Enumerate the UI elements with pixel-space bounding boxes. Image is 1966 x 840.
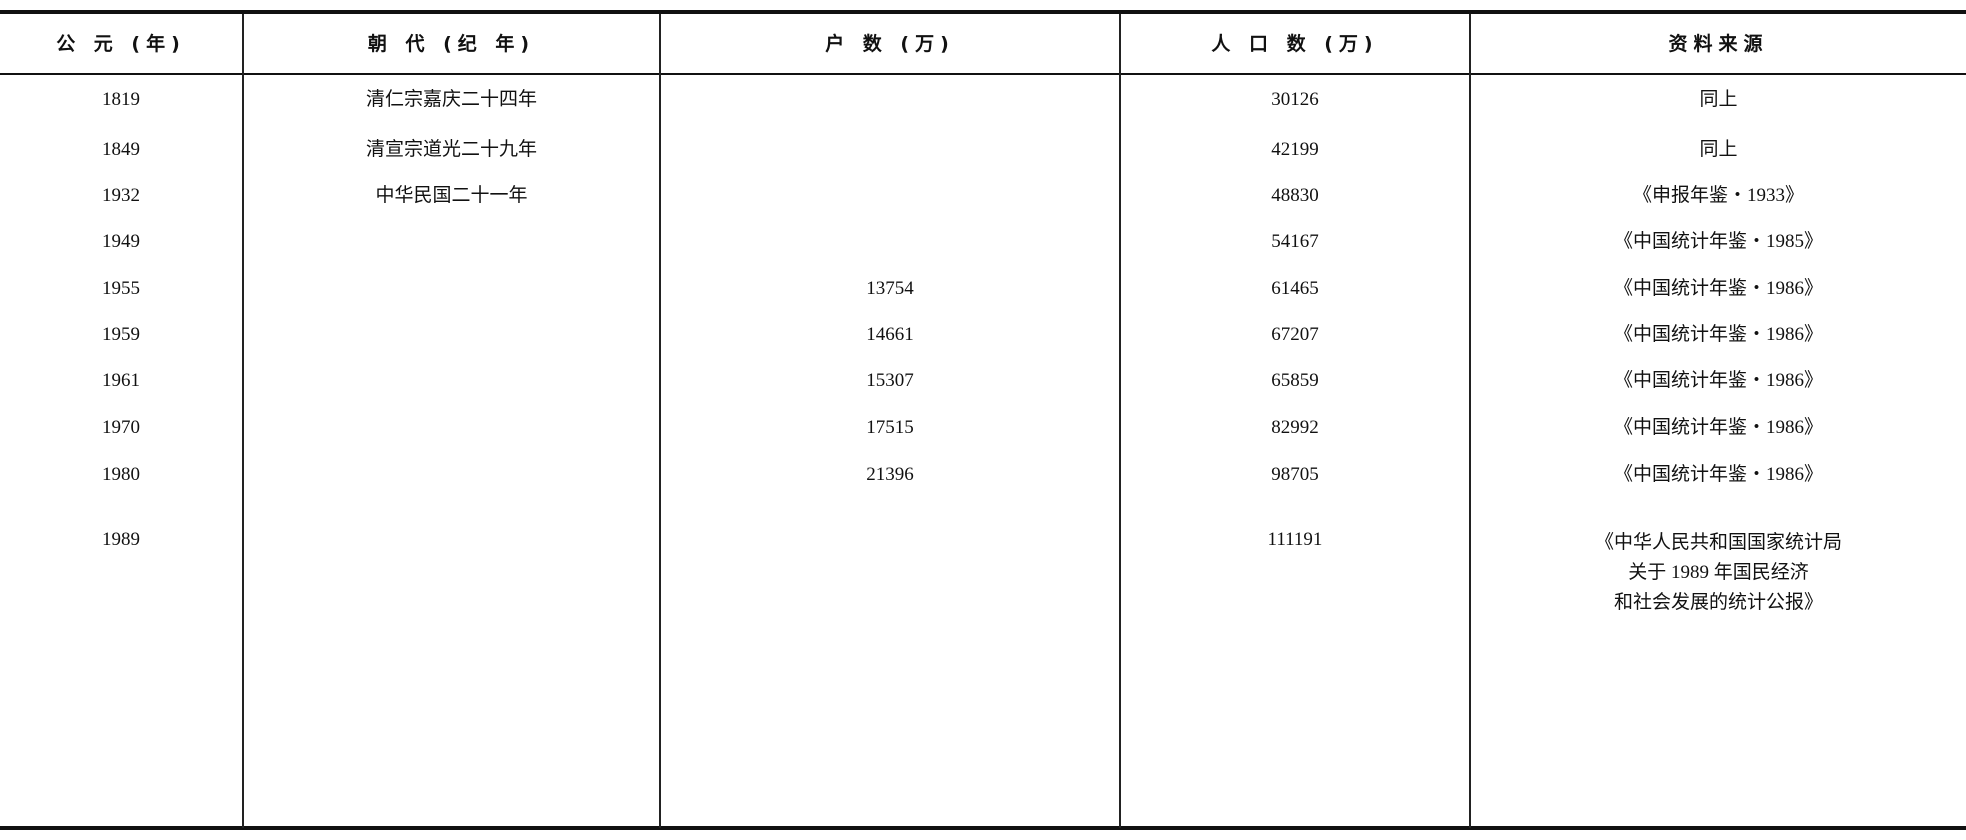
cell-households: 13754 (866, 278, 914, 299)
cell-year: 1849 (102, 139, 140, 160)
cell-year: 1959 (102, 324, 140, 345)
cell-population: 67207 (1271, 324, 1319, 345)
cell-population: 82992 (1271, 417, 1319, 438)
cell-source: 《中国统计年鉴・1985》 (1613, 231, 1823, 252)
source-line: 《中华人民共和国国家统计局 (1594, 532, 1842, 553)
cell-population: 65859 (1271, 370, 1319, 391)
cell-source: 《中国统计年鉴・1986》 (1613, 464, 1823, 485)
source-line: 关于 1989 年国民经济 (1628, 562, 1809, 583)
header-households: 户 数 (万) (825, 33, 955, 55)
cell-households: 14661 (866, 324, 914, 345)
cell-source: 《中国统计年鉴・1986》 (1613, 278, 1823, 299)
cell-population: 61465 (1271, 278, 1319, 299)
source-line: 和社会发展的统计公报》 (1613, 592, 1823, 613)
cell-source: 《中国统计年鉴・1986》 (1613, 370, 1823, 391)
cell-year: 1955 (102, 278, 140, 299)
cell-year: 1949 (102, 231, 140, 252)
cell-households: 17515 (866, 417, 914, 438)
header-dynasty: 朝 代 (纪 年) (367, 33, 536, 55)
cell-source: 《中国统计年鉴・1986》 (1613, 417, 1823, 438)
column-divider (1469, 14, 1471, 828)
header-source: 资料来源 (1668, 33, 1769, 55)
cell-year: 1970 (102, 417, 140, 438)
column-divider (1119, 14, 1121, 828)
header-rule (0, 73, 1966, 75)
column-divider (659, 14, 661, 828)
cell-population: 98705 (1271, 464, 1319, 485)
cell-year: 1819 (102, 89, 140, 110)
cell-source: 《中国统计年鉴・1986》 (1613, 324, 1823, 345)
top-rule (0, 10, 1966, 14)
column-divider (242, 14, 244, 828)
cell-year: 1980 (102, 464, 140, 485)
cell-source: 《申报年鉴・1933》 (1632, 185, 1804, 206)
cell-year: 1961 (102, 370, 140, 391)
cell-year: 1989 (102, 529, 140, 550)
cell-households: 15307 (866, 370, 914, 391)
cell-year: 1932 (102, 185, 140, 206)
cell-source: 同上 (1699, 139, 1738, 160)
cell-dynasty: 清宣宗道光二十九年 (365, 139, 537, 160)
cell-households: 21396 (866, 464, 914, 485)
cell-source: 同上 (1699, 89, 1738, 110)
cell-population: 30126 (1271, 89, 1319, 110)
cell-dynasty: 中华民国二十一年 (375, 185, 528, 206)
header-population: 人 口 数 (万) (1211, 33, 1379, 55)
bottom-rule (0, 826, 1966, 830)
cell-population: 48830 (1271, 185, 1319, 206)
cell-dynasty: 清仁宗嘉庆二十四年 (365, 89, 537, 110)
cell-population: 54167 (1271, 231, 1319, 252)
header-year: 公 元 (年) (56, 33, 186, 55)
cell-population: 42199 (1271, 139, 1319, 160)
cell-population: 111191 (1267, 529, 1323, 550)
cell-source: 《中华人民共和国国家统计局 关于 1989 年国民经济 和社会发展的统计公报》 (1471, 528, 1966, 618)
